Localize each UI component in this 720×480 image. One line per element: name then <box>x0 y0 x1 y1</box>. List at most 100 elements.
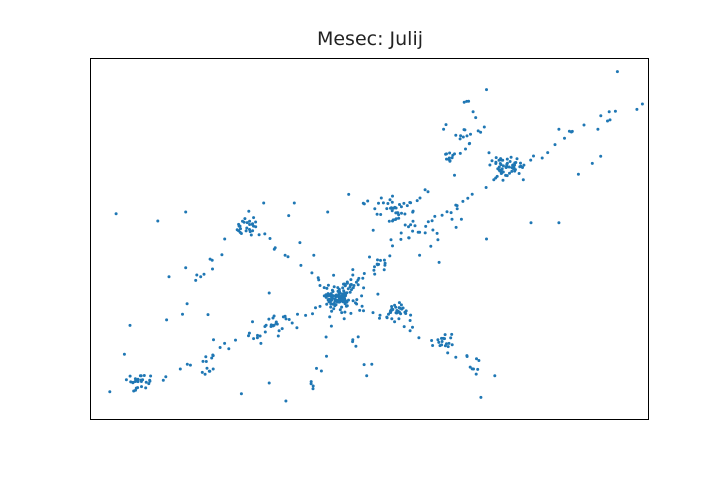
data-point <box>445 210 449 214</box>
data-point <box>141 378 145 382</box>
data-point <box>532 154 535 158</box>
data-point <box>557 127 561 131</box>
data-point <box>463 128 467 132</box>
data-point <box>416 230 420 234</box>
data-point <box>134 386 138 390</box>
data-point <box>529 221 533 225</box>
data-point <box>408 329 412 333</box>
data-point <box>211 267 214 271</box>
data-point <box>499 172 503 175</box>
data-point <box>238 230 242 234</box>
data-point <box>470 192 474 196</box>
data-point <box>298 241 302 245</box>
data-point <box>263 325 267 328</box>
data-point <box>429 244 433 248</box>
data-point <box>508 171 511 175</box>
data-point <box>304 313 308 317</box>
data-point <box>341 286 345 290</box>
data-point <box>371 311 375 315</box>
data-point <box>475 357 478 361</box>
data-point <box>400 211 403 215</box>
data-point <box>449 336 453 340</box>
data-point <box>395 211 399 215</box>
data-point <box>379 213 383 216</box>
data-point <box>355 298 359 302</box>
data-point <box>563 136 566 140</box>
data-point <box>383 261 387 265</box>
data-point <box>181 312 184 316</box>
data-point <box>409 313 413 317</box>
data-point <box>129 380 133 384</box>
data-point <box>148 379 152 383</box>
data-point <box>332 285 336 289</box>
data-point <box>338 308 342 312</box>
data-point <box>497 158 501 162</box>
data-point <box>546 151 550 155</box>
data-point <box>490 159 494 163</box>
data-point <box>397 216 401 220</box>
data-point <box>332 307 336 311</box>
data-point <box>329 302 333 306</box>
data-point <box>411 325 414 329</box>
data-point <box>467 142 471 146</box>
data-point <box>366 199 370 203</box>
data-point <box>408 319 412 322</box>
data-point <box>459 217 463 221</box>
data-point <box>223 237 227 241</box>
data-point <box>479 395 483 399</box>
data-point <box>376 292 380 296</box>
data-point <box>268 237 272 240</box>
data-point <box>454 133 458 137</box>
data-point <box>487 151 491 155</box>
data-point <box>390 317 394 321</box>
data-point <box>517 172 521 175</box>
data-point <box>590 161 594 165</box>
data-point <box>474 116 478 120</box>
data-point <box>510 169 514 173</box>
data-point <box>440 340 444 343</box>
data-point <box>453 173 456 177</box>
data-point <box>394 218 397 221</box>
data-point <box>505 157 509 161</box>
data-point <box>324 335 328 339</box>
data-point <box>194 278 198 282</box>
data-point <box>149 374 153 378</box>
data-point <box>582 123 586 127</box>
data-point <box>133 380 137 383</box>
data-point <box>540 156 544 160</box>
data-point <box>448 159 452 163</box>
data-point <box>398 203 401 206</box>
data-point <box>448 151 452 155</box>
data-point <box>389 238 393 242</box>
data-point <box>488 163 492 167</box>
data-point <box>318 304 322 308</box>
data-point <box>471 110 475 114</box>
data-point <box>518 165 522 169</box>
data-point <box>447 341 451 345</box>
data-point <box>223 341 227 345</box>
data-point <box>362 272 366 275</box>
data-point <box>557 221 561 225</box>
data-point <box>501 158 505 162</box>
data-point <box>237 224 241 228</box>
data-point <box>329 324 333 328</box>
data-point <box>248 219 252 223</box>
data-point <box>144 380 148 384</box>
data-point <box>403 223 407 227</box>
data-point <box>386 202 390 205</box>
data-point <box>328 294 332 297</box>
data-point <box>365 374 369 378</box>
data-point <box>513 168 517 172</box>
data-point <box>606 119 609 123</box>
data-point <box>343 282 347 286</box>
data-point <box>443 337 446 341</box>
data-point <box>362 286 366 290</box>
data-point <box>431 344 435 347</box>
data-point <box>450 343 454 347</box>
data-point <box>346 287 350 291</box>
data-point <box>494 156 498 160</box>
data-point <box>239 392 243 396</box>
data-point <box>200 370 204 374</box>
data-point <box>203 372 207 376</box>
data-point <box>351 273 355 277</box>
